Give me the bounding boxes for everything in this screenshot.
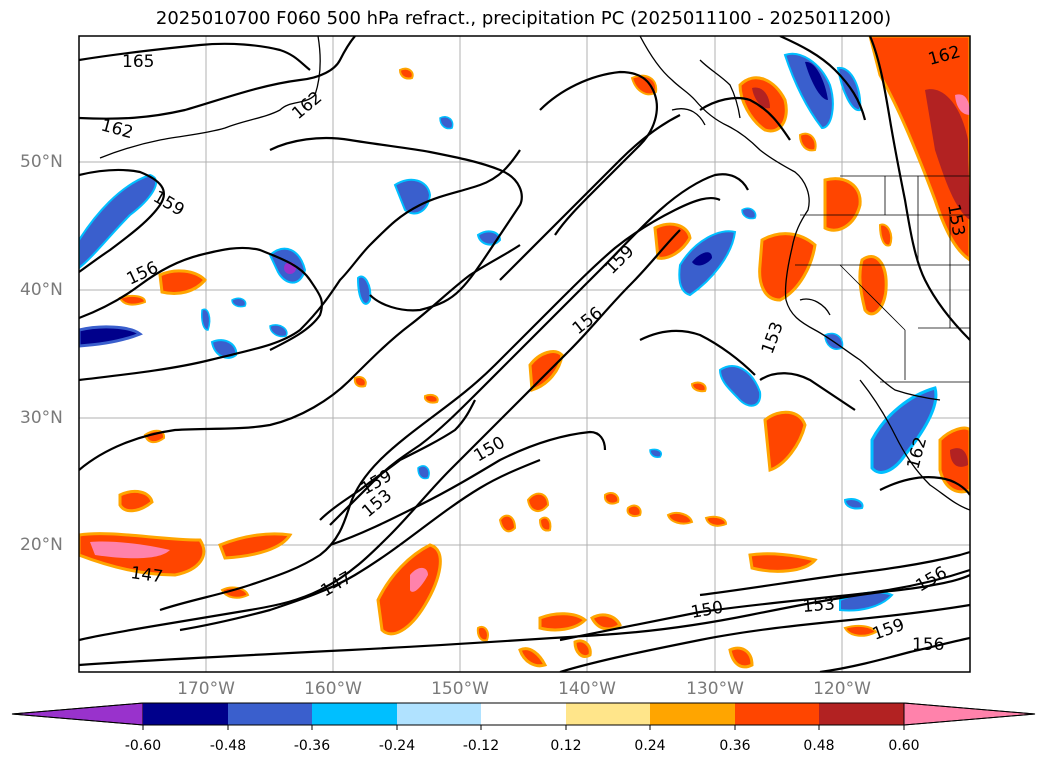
contour-label: 153	[802, 594, 836, 617]
contour-label: 156	[912, 635, 944, 655]
contour-label: 153	[758, 319, 788, 356]
colorbar-swatch	[312, 703, 397, 725]
map-frame	[78, 35, 971, 673]
map-title: 2025010700 F060 500 hPa refract., precip…	[155, 8, 892, 29]
colorbar-swatch	[228, 703, 312, 725]
colorbar-tick-label: -0.12	[462, 738, 500, 754]
state-borders	[795, 175, 970, 383]
colorbar-tick-label: 0.48	[803, 738, 835, 754]
colorbar	[11, 702, 1036, 730]
contour-label: 162	[288, 88, 326, 124]
precip-positive	[79, 36, 970, 669]
colorbar-tick-label: 0.24	[634, 738, 666, 754]
contour-label: 156	[124, 258, 162, 290]
lat-label: 20°N	[20, 535, 63, 555]
lon-label: 120°W	[813, 679, 871, 699]
lon-label: 150°W	[431, 679, 489, 699]
colorbar-tick-label: 0.12	[550, 738, 582, 754]
lat-label: 30°N	[20, 408, 63, 428]
graticule	[79, 36, 970, 672]
contour-label: 159	[601, 241, 638, 278]
lon-label: 140°W	[558, 679, 616, 699]
height-contours	[79, 36, 970, 672]
contour-label: 162	[99, 116, 136, 144]
contour-label: 159	[870, 615, 907, 645]
colorbar-swatch	[566, 703, 650, 725]
contour-label: 147	[129, 563, 164, 587]
colorbar-tick-label: 0.36	[719, 738, 751, 754]
lon-label: 160°W	[304, 679, 362, 699]
lon-label: 130°W	[686, 679, 744, 699]
contour-label: 156	[569, 303, 607, 339]
contour-label: 150	[471, 433, 509, 467]
contour-label: 165	[122, 52, 154, 72]
colorbar-extend-low	[11, 702, 144, 726]
colorbar-swatch	[735, 703, 819, 725]
colorbar-tick-label: 0.60	[888, 738, 920, 754]
colorbar-swatch	[819, 703, 904, 725]
colorbar-swatch	[397, 703, 481, 725]
coastlines	[99, 36, 970, 511]
lat-label: 40°N	[20, 280, 63, 300]
colorbar-extend-high	[903, 702, 1036, 726]
contour-label: 147	[318, 568, 356, 602]
lat-label: 50°N	[20, 152, 63, 172]
contour-label: 159	[150, 187, 188, 221]
contour-label: 150	[689, 598, 724, 623]
colorbar-swatch	[143, 703, 228, 725]
colorbar-tick-label: -0.24	[378, 738, 416, 754]
colorbar-swatch	[650, 703, 735, 725]
colorbar-tick-label: -0.48	[209, 738, 247, 754]
contour-label: 156	[913, 563, 951, 597]
colorbar-tick-label: -0.60	[124, 738, 162, 754]
lon-label: 170°W	[177, 679, 235, 699]
colorbar-swatch	[481, 703, 566, 725]
colorbar-tick-label: -0.36	[293, 738, 331, 754]
